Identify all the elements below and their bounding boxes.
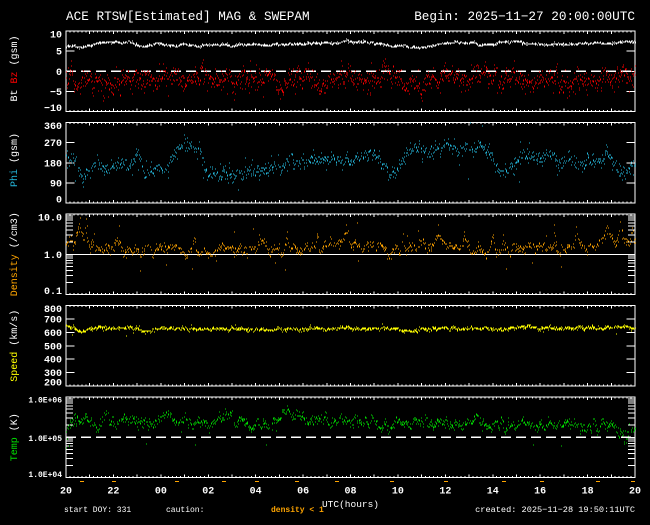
svg-text:−10: −10	[44, 104, 62, 115]
svg-text:300: 300	[44, 369, 62, 380]
svg-text:UTC(hours): UTC(hours)	[322, 499, 379, 510]
svg-text:Density (/cm3): Density (/cm3)	[9, 212, 21, 296]
svg-text:0.1: 0.1	[44, 287, 62, 298]
svg-text:0: 0	[56, 196, 62, 207]
svg-text:Bt Bz (gsm): Bt Bz (gsm)	[9, 35, 21, 101]
svg-text:20: 20	[60, 487, 72, 498]
svg-text:00: 00	[155, 487, 167, 498]
svg-text:ACE RTSW[Estimated] MAG & SWEP: ACE RTSW[Estimated] MAG & SWEPAM	[66, 9, 310, 24]
svg-text:caution:: caution:	[166, 506, 204, 515]
svg-text:10: 10	[50, 31, 62, 42]
svg-text:08: 08	[344, 487, 356, 498]
svg-text:04: 04	[250, 487, 262, 498]
svg-text:10: 10	[392, 487, 404, 498]
svg-text:800: 800	[44, 305, 62, 316]
svg-text:1.0E+05: 1.0E+05	[28, 435, 62, 444]
svg-text:18: 18	[582, 487, 594, 498]
svg-text:06: 06	[297, 487, 309, 498]
svg-text:5: 5	[56, 48, 62, 59]
svg-text:Phi (gsm): Phi (gsm)	[9, 133, 21, 187]
svg-text:1.0: 1.0	[44, 251, 62, 262]
svg-text:1.0E+06: 1.0E+06	[28, 397, 62, 406]
svg-text:Temp (K): Temp (K)	[9, 413, 21, 461]
svg-text:10.0: 10.0	[38, 214, 62, 225]
svg-text:Speed (km/s): Speed (km/s)	[9, 310, 21, 382]
svg-text:700: 700	[44, 315, 62, 326]
svg-text:16: 16	[534, 487, 546, 498]
svg-text:−5: −5	[50, 88, 62, 99]
svg-text:270: 270	[44, 139, 62, 150]
svg-text:created: 2025−11−28 19:50:11UT: created: 2025−11−28 19:50:11UTC	[475, 505, 635, 515]
svg-text:02: 02	[202, 487, 214, 498]
svg-text:1.0E+04: 1.0E+04	[28, 471, 62, 480]
svg-text:200: 200	[44, 379, 62, 390]
svg-text:density < 1: density < 1	[271, 506, 324, 515]
svg-text:400: 400	[44, 356, 62, 367]
svg-text:180: 180	[44, 159, 62, 170]
svg-text:0: 0	[56, 68, 62, 79]
svg-text:90: 90	[50, 179, 62, 190]
svg-text:14: 14	[487, 487, 499, 498]
svg-text:600: 600	[44, 329, 62, 340]
svg-text:12: 12	[439, 487, 451, 498]
svg-text:22: 22	[107, 487, 119, 498]
svg-text:20: 20	[629, 487, 641, 498]
svg-text:360: 360	[44, 122, 62, 133]
svg-text:start DOY: 331: start DOY: 331	[64, 506, 131, 515]
svg-text:Begin: 2025−11−27 20:00:00UTC: Begin: 2025−11−27 20:00:00UTC	[414, 9, 635, 24]
svg-text:500: 500	[44, 342, 62, 353]
